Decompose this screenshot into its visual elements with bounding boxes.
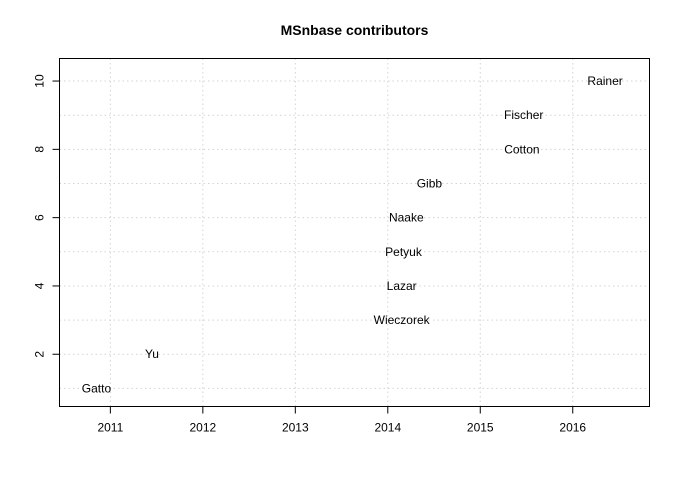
y-tick-label: 8 xyxy=(33,146,47,153)
chart-title: MSnbase contributors xyxy=(281,22,429,38)
y-tick-label: 4 xyxy=(33,282,47,289)
y-tick-label: 10 xyxy=(33,74,47,88)
point-label-wieczorek: Wieczorek xyxy=(374,313,431,327)
y-tick-label: 6 xyxy=(33,214,47,221)
point-label-lazar: Lazar xyxy=(387,279,417,293)
point-label-yu: Yu xyxy=(145,347,159,361)
point-labels: Gatto Yu Wieczorek Lazar Petyuk Naake Gibb Cott… xyxy=(82,74,623,395)
point-label-cotton: Cotton xyxy=(504,142,539,156)
point-label-gibb: Gibb xyxy=(417,176,443,190)
axes: 2011 2012 2013 2014 2015 2016 2 4 6 8 10 xyxy=(33,74,587,434)
grid-lines xyxy=(59,58,650,407)
point-label-fischer: Fischer xyxy=(504,108,543,122)
point-label-gatto: Gatto xyxy=(82,381,112,395)
x-tick-label: 2011 xyxy=(97,421,123,435)
point-label-petyuk: Petyuk xyxy=(385,245,423,259)
x-tick-label: 2015 xyxy=(467,421,494,435)
x-tick-label: 2013 xyxy=(282,421,309,435)
x-tick-label: 2016 xyxy=(559,421,586,435)
x-tick-label: 2012 xyxy=(189,421,216,435)
plot-frame xyxy=(59,58,650,407)
x-tick-label: 2014 xyxy=(374,421,401,435)
point-label-rainer: Rainer xyxy=(587,74,622,88)
y-tick-label: 2 xyxy=(33,351,47,358)
point-label-naake: Naake xyxy=(389,211,424,225)
